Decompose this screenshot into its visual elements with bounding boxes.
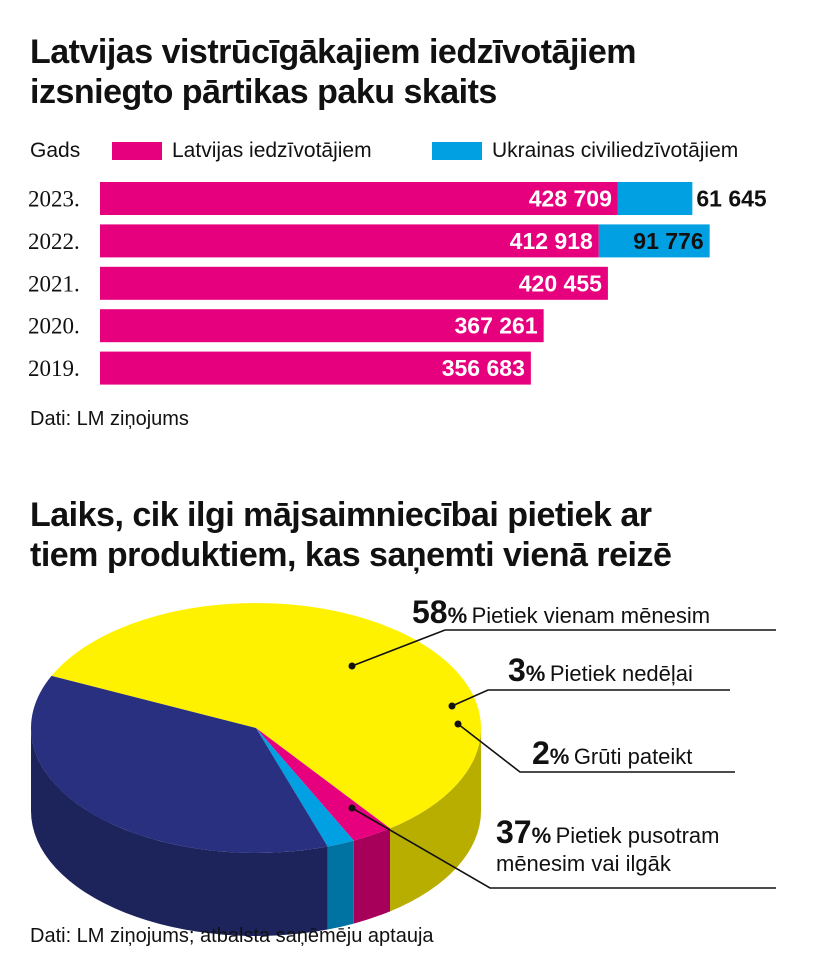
pie-side-1 — [353, 828, 391, 924]
bar-latvia-value-0: 428 709 — [529, 186, 612, 212]
pie-label-one-week-pct: 3 — [508, 652, 526, 688]
pie-leader-line-1 — [451, 689, 730, 707]
pie-label-one-and-half-month-pct: 37 — [496, 814, 532, 850]
pie-chart-title: Laiks, cik ilgi mājsaimniecībai pietiek … — [30, 495, 672, 575]
bar-latvia-value-2: 420 455 — [519, 270, 602, 296]
pie-label-one-and-half-month: 37% Pietiek pusotram mēnesim vai ilgāk — [496, 814, 719, 877]
bar-chart-source: Dati: LM ziņojums — [30, 408, 189, 430]
pie-slice-1 — [256, 728, 391, 841]
pie-leader-dot-3 — [348, 804, 356, 812]
legend-label-latvia: Latvijas iedzīvotājiem — [172, 139, 372, 162]
bar-ukraine-value-0: 61 645 — [696, 186, 767, 212]
pie-slice-0 — [51, 602, 482, 829]
pie-label-hard-to-say-pct: 2 — [532, 735, 550, 771]
bar-chart-title-line2: izsniegto pārtikas paku skaits — [30, 73, 497, 111]
bar-latvia-2 — [100, 266, 608, 300]
pie-chart-title-line2: tiem produktiem, kas saņemti vienā reizē — [30, 536, 672, 574]
pie-label-hard-to-say: 2% Grūti pateikt — [532, 735, 692, 772]
legend-swatch-ukraine — [432, 142, 482, 160]
pie-label-one-month-text: Pietiek vienam mēnesim — [471, 603, 711, 628]
pie-label-one-and-half-month-text2: mēnesim vai ilgāk — [496, 851, 671, 876]
bar-chart: 2023. 428 709 61 645 2022. 412 918 91 776 2021… — [28, 182, 767, 385]
pie-chart-source: Dati: LM ziņojums; atbalsta saņēmēju apt… — [30, 925, 434, 947]
year-label-2: 2021. — [28, 271, 80, 296]
pie-leader-dot-1 — [448, 702, 456, 710]
pie-side-2 — [327, 840, 354, 930]
legend-swatch-latvia — [112, 142, 162, 160]
year-label-0: 2023. — [28, 187, 80, 212]
pie-side-0 — [390, 728, 481, 912]
pie-leader-dot-0 — [348, 662, 356, 670]
pie-label-one-month: 58% Pietiek vienam mēnesim — [412, 594, 710, 631]
bar-latvia-0 — [100, 182, 618, 215]
year-label-3: 2020. — [28, 314, 80, 339]
bar-latvia-value-4: 356 683 — [442, 355, 525, 381]
pie-label-one-month-pct: 58 — [412, 594, 448, 630]
year-label-4: 2019. — [28, 356, 80, 381]
legend-year-header: Gads — [30, 139, 81, 162]
pie-chart-title-line1: Laiks, cik ilgi mājsaimniecībai pietiek … — [30, 496, 652, 534]
pie-side-walls — [31, 728, 481, 937]
pie-label-one-week-text: Pietiek nedēļai — [549, 661, 693, 686]
pie-label-one-and-half-month-text: Pietiek pusotram — [555, 823, 720, 848]
pie-label-one-month-sign: % — [447, 603, 468, 628]
pie-label-one-week-sign: % — [525, 661, 546, 686]
pie-slice-3 — [31, 675, 328, 853]
bar-chart-title-line1: Latvijas vistrūcīgākajiem iedzīvotājiem — [30, 33, 637, 71]
bar-ukraine-0 — [617, 182, 693, 215]
pie-side-3 — [31, 728, 328, 937]
bar-chart-title: Latvijas vistrūcīgākajiem iedzīvotājiem … — [30, 32, 637, 112]
pie-label-one-week: 3% Pietiek nedēļai — [508, 652, 693, 689]
pie-label-hard-to-say-sign: % — [549, 744, 570, 769]
year-label-1: 2022. — [28, 229, 80, 254]
bar-latvia-1 — [100, 224, 599, 258]
bar-latvia-4 — [100, 351, 531, 385]
bar-latvia-value-1: 412 918 — [510, 228, 593, 254]
bar-ukraine-1 — [598, 224, 710, 258]
pie-label-one-and-half-month-sign: % — [531, 823, 552, 848]
legend-label-ukraine: Ukrainas civiliedzīvotājiem — [492, 139, 739, 162]
bar-latvia-value-3: 367 261 — [455, 313, 538, 339]
pie-label-hard-to-say-text: Grūti pateikt — [573, 744, 693, 769]
bar-chart-legend: Gads Latvijas iedzīvotājiem Ukrainas civ… — [30, 138, 800, 164]
pie-slice-2 — [256, 728, 354, 847]
bar-ukraine-value-1: 91 776 — [633, 228, 703, 254]
pie-leader-dot-2 — [454, 720, 462, 728]
bar-latvia-3 — [100, 309, 544, 343]
